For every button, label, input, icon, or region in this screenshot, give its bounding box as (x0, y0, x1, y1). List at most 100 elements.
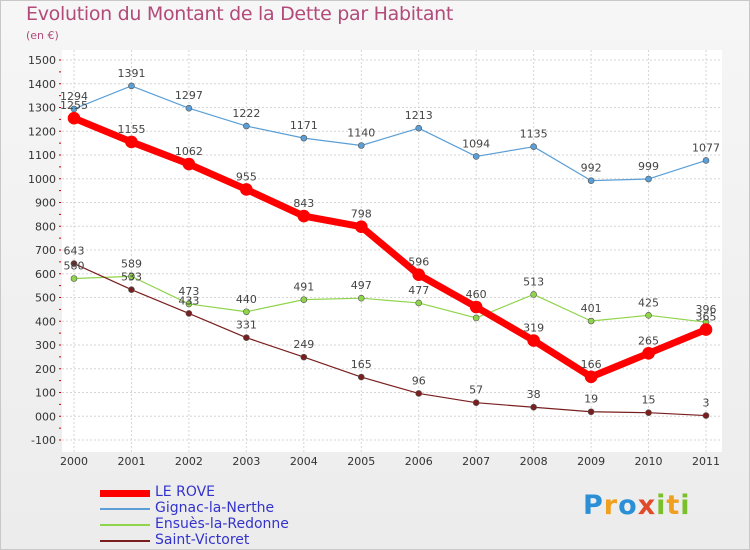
data-label: 1135 (520, 128, 548, 141)
y-minor-tick (59, 178, 61, 180)
chart-legend: LE ROVE Gignac-la-Nerthe Ensuès-la-Redonne… (100, 484, 360, 549)
data-label: 843 (293, 197, 314, 210)
data-label: 589 (121, 257, 142, 270)
y-minor-tick (59, 202, 61, 203)
x-tick-label: 2005 (347, 455, 375, 468)
legend-label: Saint-Victoret (155, 532, 250, 548)
data-label: 477 (408, 284, 429, 297)
y-minor-tick (59, 332, 61, 334)
data-point (702, 157, 710, 164)
data-point (699, 323, 713, 336)
data-point (128, 286, 135, 293)
y-tick-label: 700 (35, 244, 56, 257)
y-tick-label: 600 (35, 268, 56, 281)
data-label: 1094 (462, 137, 490, 150)
data-point (182, 157, 196, 171)
y-tick-label: 1300 (28, 102, 56, 115)
y-tick-label: 300 (35, 339, 56, 352)
proxiti-logo: Proxiti (583, 490, 691, 521)
data-label: 165 (351, 358, 372, 371)
x-tick-label: 2006 (405, 455, 433, 468)
y-tick-label: 1100 (28, 149, 56, 162)
y-minor-tick (59, 225, 61, 227)
data-label: 440 (236, 293, 257, 306)
data-label: 643 (64, 245, 85, 258)
y-tick-label: 1200 (28, 125, 56, 138)
data-label: 1171 (290, 119, 318, 132)
chart-unit: (en €) (26, 29, 59, 42)
series-line (73, 262, 707, 417)
data-label: 1294 (60, 90, 88, 103)
y-minor-tick (59, 344, 61, 346)
x-tick-label: 2001 (117, 455, 145, 468)
logo-letter: r (603, 490, 619, 521)
y-minor-tick (59, 273, 61, 275)
data-label: 992 (581, 162, 602, 175)
y-minor-tick (59, 368, 61, 370)
data-point (645, 312, 652, 319)
y-minor-tick (59, 142, 61, 144)
data-point (70, 260, 78, 267)
y-minor-tick (59, 190, 61, 192)
y-tick-label: 900 (35, 197, 56, 210)
data-point (243, 308, 250, 316)
y-minor-tick (59, 392, 61, 393)
y-minor-tick (59, 237, 61, 239)
y-minor-tick (59, 261, 61, 263)
data-point (584, 370, 598, 384)
y-minor-tick (59, 356, 61, 358)
legend-label: Gignac-la-Nerthe (155, 500, 275, 516)
data-label: 331 (236, 319, 257, 332)
legend-swatch (100, 524, 150, 526)
data-point (469, 300, 483, 314)
chart-title: Evolution du Montant de la Dette par Hab… (26, 3, 454, 25)
data-point (300, 296, 308, 303)
y-minor-tick (59, 415, 61, 417)
y-tick-label: -100 (31, 434, 56, 447)
legend-swatch (100, 508, 150, 510)
y-minor-tick (59, 59, 61, 61)
data-label: 473 (178, 285, 199, 298)
data-point (185, 104, 193, 112)
data-point (415, 124, 423, 132)
data-label: 1255 (60, 99, 88, 112)
data-label: 19 (584, 393, 598, 406)
y-tick-label: 200 (35, 363, 56, 376)
data-point (472, 314, 480, 322)
data-point (67, 111, 81, 125)
logo-letter: P (583, 490, 604, 521)
y-minor-tick (59, 213, 61, 215)
y-tick-label: 1500 (28, 54, 56, 67)
data-label: 365 (696, 311, 717, 324)
data-label: 425 (638, 296, 659, 309)
data-point (240, 183, 253, 196)
series-line (73, 85, 707, 182)
x-tick-label: 2002 (175, 455, 203, 468)
data-point (472, 153, 480, 160)
y-minor-tick (59, 130, 61, 132)
x-tick-label: 2008 (520, 455, 548, 468)
data-point (300, 134, 308, 142)
data-point (243, 122, 250, 130)
data-label: 533 (121, 271, 142, 284)
data-point (185, 300, 193, 308)
data-label: 249 (293, 338, 314, 351)
data-point (472, 399, 480, 407)
data-label: 57 (469, 384, 483, 397)
data-label: 460 (466, 288, 487, 301)
x-tick-label: 2000 (60, 455, 88, 468)
data-label: 3 (703, 397, 710, 410)
data-point (128, 82, 135, 90)
legend-item: Gignac-la-Nerthe (100, 500, 360, 517)
data-label: 38 (527, 388, 541, 401)
data-point (415, 299, 423, 307)
series-line (70, 114, 710, 381)
x-tick-label: 2003 (232, 455, 260, 468)
data-label: 999 (638, 160, 659, 173)
data-point (300, 353, 308, 361)
y-tick-label: 400 (35, 315, 56, 328)
x-tick-label: 2009 (577, 455, 605, 468)
data-point (530, 143, 537, 150)
y-minor-tick (59, 83, 61, 85)
